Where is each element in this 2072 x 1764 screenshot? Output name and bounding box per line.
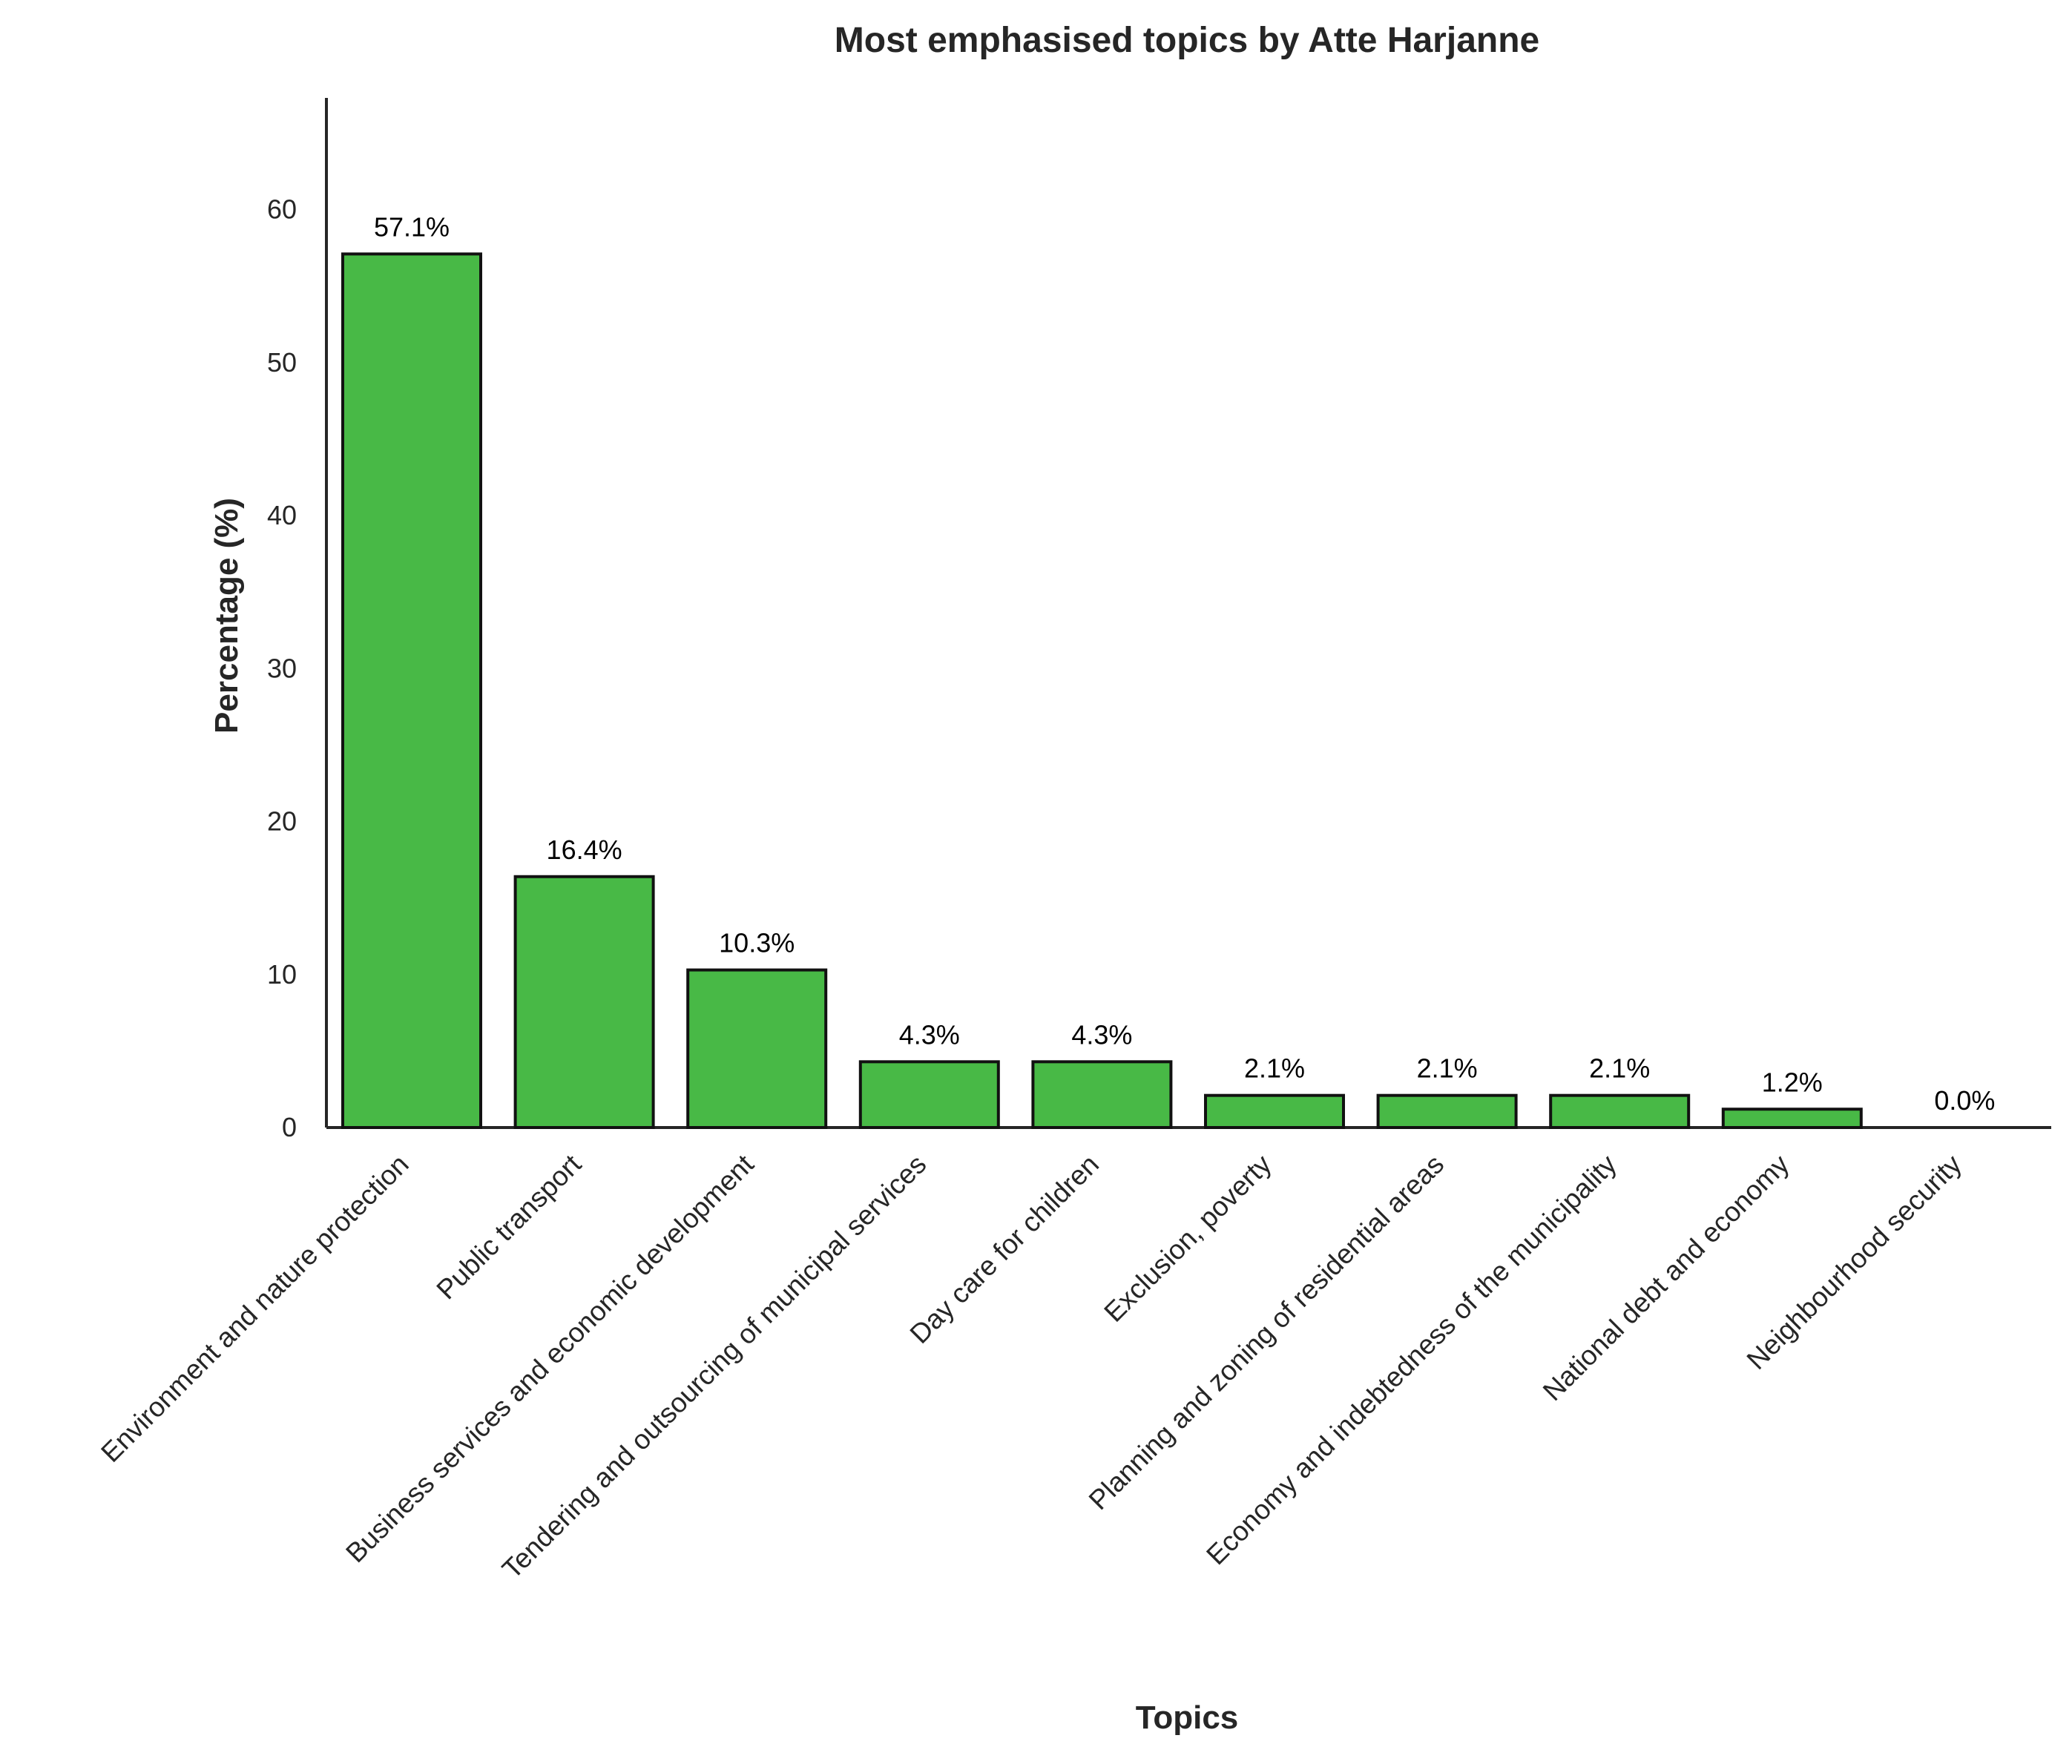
x-tick-label: Planning and zoning of residential areas (1083, 1149, 1450, 1515)
x-tick-label: Day care for children (904, 1149, 1105, 1349)
x-tick-label: Economy and indebtedness of the municipa… (1200, 1148, 1622, 1570)
data-label: 2.1% (1417, 1053, 1478, 1084)
y-tick-label: 0 (282, 1112, 297, 1142)
bar (1721, 1108, 1863, 1129)
y-axis-label: Percentage (%) (208, 498, 245, 734)
x-axis-label: Topics (1136, 1699, 1239, 1736)
y-tick-label: 30 (267, 653, 297, 683)
bar (1031, 1060, 1173, 1130)
x-tick-label: Business services and economic developme… (340, 1148, 760, 1568)
x-tick-label: Environment and nature protection (95, 1149, 414, 1468)
category-labels-group: Environment and nature protection Public … (95, 1148, 1967, 1584)
data-label: 57.1% (374, 211, 450, 242)
x-tick-label: Exclusion, poverty (1098, 1148, 1277, 1328)
data-label: 10.3% (719, 928, 795, 958)
data-label: 4.3% (1071, 1019, 1132, 1050)
data-label: 1.2% (1762, 1067, 1823, 1097)
bar (686, 968, 828, 1129)
bar (1376, 1093, 1518, 1130)
bar (513, 875, 655, 1130)
data-label: 4.3% (899, 1019, 960, 1050)
bar (341, 252, 482, 1130)
data-labels-group: 57.1% 16.4% 10.3% 4.3% 4.3% 2.1% 2.1% 2.1% 1.2% 0… (374, 211, 1995, 1116)
y-tick-label: 50 (267, 347, 297, 378)
data-label: 2.1% (1589, 1053, 1650, 1084)
y-tick-label: 60 (267, 194, 297, 225)
bar (1549, 1093, 1691, 1130)
bars-group (341, 252, 1863, 1130)
bar (858, 1060, 1000, 1130)
y-tick-label: 10 (267, 959, 297, 990)
y-tick-label: 20 (267, 806, 297, 837)
bar (1204, 1093, 1345, 1130)
y-tick-label: 40 (267, 500, 297, 530)
x-tick-label: Public transport (430, 1148, 587, 1305)
y-axis: 0 10 20 30 40 50 60 (267, 98, 328, 1142)
data-label: 0.0% (1934, 1085, 1995, 1116)
data-label: 16.4% (547, 835, 622, 865)
chart-title: Most emphasised topics by Atte Harjanne (835, 21, 1539, 60)
data-label: 2.1% (1244, 1053, 1305, 1084)
